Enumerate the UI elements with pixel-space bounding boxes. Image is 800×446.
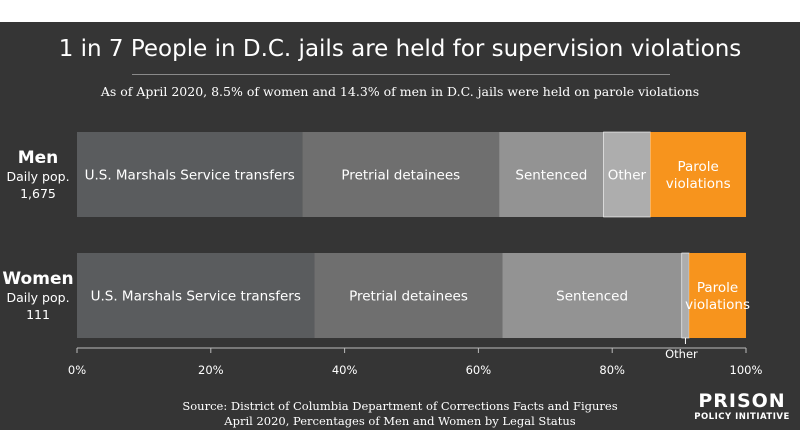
segment-label-1-2-0: Sentenced — [556, 289, 628, 305]
callout-label-0: Other — [665, 347, 698, 361]
segment-label-1-1-0: Pretrial detainees — [349, 289, 468, 305]
category-pop-value-0: 1,675 — [20, 186, 56, 201]
x-tick-label-3: 60% — [466, 363, 492, 377]
segment-label-0-3-0: Other — [608, 168, 647, 184]
bar-segment-0-1 — [302, 132, 500, 217]
category-pop-value-1: 111 — [26, 307, 50, 322]
category-label-0: Men — [18, 148, 59, 168]
segment-label-1-4-1: violations — [685, 297, 750, 313]
segment-label-1-4-0: Parole — [697, 280, 738, 296]
category-pop-label-0: Daily pop. — [6, 169, 69, 184]
segment-label-1-0-0: U.S. Marshals Service transfers — [91, 289, 301, 305]
segment-label-0-4-1: violations — [666, 176, 731, 192]
source-line-2: April 2020, Percentages of Men and Women… — [224, 414, 576, 428]
prison-policy-initiative-logo: PRISON POLICY INITIATIVE — [690, 390, 794, 423]
bar-segment-1-1 — [314, 253, 503, 338]
x-tick-label-4: 80% — [599, 363, 625, 377]
x-tick-label-5: 100% — [730, 363, 763, 377]
bar-segment-0-0 — [77, 132, 303, 217]
category-pop-label-1: Daily pop. — [6, 290, 69, 305]
source-line-1: Source: District of Columbia Department … — [182, 399, 618, 413]
bar-segment-0-2 — [499, 132, 604, 217]
logo-line-1: PRISON — [698, 390, 786, 412]
category-label-1: Women — [2, 269, 73, 289]
bar-segment-0-4 — [650, 132, 746, 217]
segment-label-0-2-0: Sentenced — [515, 168, 587, 184]
segment-label-0-0-0: U.S. Marshals Service transfers — [85, 168, 295, 184]
chart-background — [0, 22, 800, 430]
bar-segment-1-4 — [689, 253, 746, 338]
bar-segment-1-0 — [77, 253, 315, 338]
segment-label-0-4-0: Parole — [677, 159, 718, 175]
chart-title: 1 in 7 People in D.C. jails are held for… — [58, 36, 742, 62]
x-tick-label-2: 40% — [332, 363, 358, 377]
bar-segment-1-3 — [681, 252, 690, 339]
bar-segment-1-2 — [502, 253, 682, 338]
logo-line-2: POLICY INITIATIVE — [694, 412, 790, 422]
x-tick-label-0: 0% — [68, 363, 86, 377]
x-tick-label-1: 20% — [198, 363, 224, 377]
segment-label-0-1-0: Pretrial detainees — [341, 168, 460, 184]
chart-subtitle: As of April 2020, 8.5% of women and 14.3… — [100, 84, 700, 99]
title-divider — [132, 74, 670, 75]
source-note: Source: District of Columbia Department … — [150, 399, 650, 429]
bar-segment-0-3 — [603, 131, 651, 218]
